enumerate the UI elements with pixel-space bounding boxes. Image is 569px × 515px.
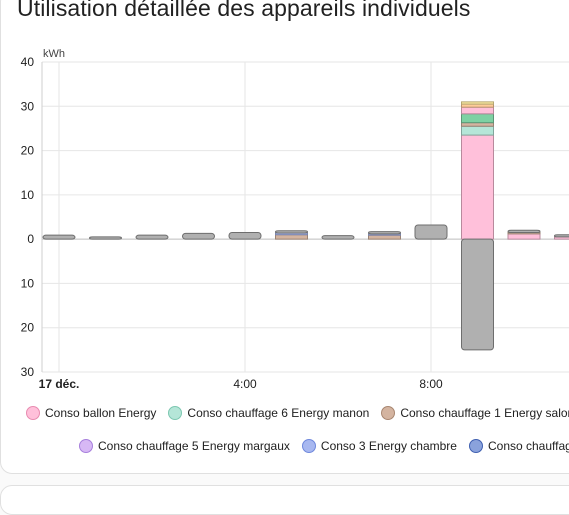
x-tick-label: 4:00 [233,377,257,391]
bar-segment-untracked [322,236,354,240]
bar-segment-untracked [276,231,308,233]
bar-segment-return [462,239,494,350]
legend-label: Conso chauffage 6 Energy manon [187,406,369,420]
y-tick-label: 20 [21,321,35,335]
legend-item[interactable]: Conso chauffage 6 Energy manon [168,406,369,420]
legend-item[interactable]: Conso ballon Energy [26,406,156,420]
bar-segment [462,102,494,104]
legend-label: Conso chauffage 5 Energy margaux [98,439,290,453]
bar-segment-untracked [555,235,569,237]
bar-segment [462,107,494,114]
legend-item[interactable]: Conso chauffage 1 Energy salon [381,406,569,420]
bar-segment-untracked [43,235,75,239]
y-tick-label: 10 [21,276,35,290]
bar-segment [462,123,494,127]
y-tick-label: 30 [21,365,35,379]
energy-bar-chart: kWh 40 30 20 10 0 10 20 30 17 déc. 4:00 8:00 [0,0,569,400]
legend-row-2: Conso chauffage 5 Energy margaux Conso 3 … [79,439,569,453]
legend-swatch-icon [168,406,182,420]
legend-item[interactable]: Conso chauffag [469,439,569,453]
bar-segment [462,126,494,135]
bar-segment-untracked [508,230,540,232]
bar-segment-untracked [369,232,401,234]
bar-segment-untracked [229,233,261,240]
bar-segment-untracked [415,225,447,239]
legend-label: Conso chauffage 1 Energy salon [400,406,569,420]
legend-swatch-icon [381,406,395,420]
bar-segment [276,235,308,239]
next-card [0,485,569,515]
legend-item[interactable]: Conso 3 Energy chambre [302,439,457,453]
y-tick-label: 0 [27,232,34,246]
y-axis-unit: kWh [43,48,65,60]
y-tick-label: 20 [21,144,35,158]
legend-swatch-icon [26,406,40,420]
legend-label: Conso chauffag [488,439,569,453]
y-tick-label: 10 [21,188,35,202]
bar-segment [508,234,540,239]
x-tick-label: 17 déc. [39,377,80,391]
bar-segment-untracked [90,237,122,239]
bar-segment [462,135,494,239]
legend-label: Conso 3 Energy chambre [321,439,457,453]
legend-label: Conso ballon Energy [45,406,156,420]
legend-swatch-icon [79,439,93,453]
legend-swatch-icon [469,439,483,453]
legend-row-1: Conso ballon Energy Conso chauffage 6 Ene… [26,406,569,420]
bar-segment-untracked [183,233,215,239]
y-tick-label: 30 [21,99,35,113]
y-tick-label: 40 [21,55,35,69]
bar-segment [462,114,494,123]
x-tick-label: 8:00 [419,377,443,391]
legend-item[interactable]: Conso chauffage 5 Energy margaux [79,439,290,453]
legend-swatch-icon [302,439,316,453]
bar-segment [369,235,401,239]
bar-segment-untracked [136,235,168,239]
